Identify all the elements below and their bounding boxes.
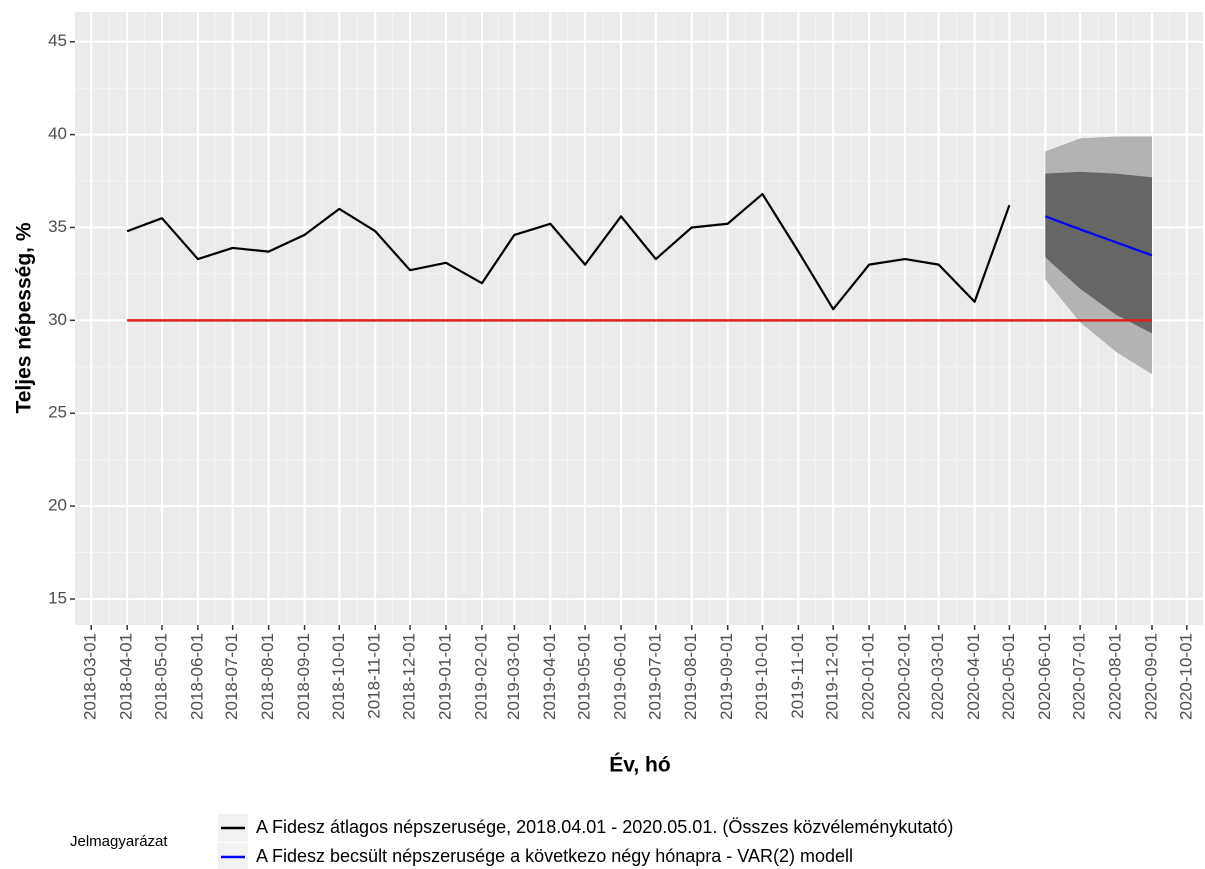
x-tick-label: 2019-04-01 [540,633,559,720]
y-tick-label: 30 [48,310,67,329]
x-tick-label: 2019-08-01 [681,633,700,720]
x-tick-label: 2019-11-01 [788,633,807,719]
x-tick-label: 2020-06-01 [1035,633,1054,720]
x-tick-label: 2019-09-01 [717,633,736,720]
x-tick-label: 2018-08-01 [258,633,277,720]
x-tick-label: 2019-07-01 [645,633,664,720]
y-tick-label: 25 [48,403,67,422]
x-tick-label: 2018-04-01 [117,633,136,720]
legend-label: A Fidesz becsült népszerusége a következ… [256,846,853,866]
y-tick-label: 15 [48,588,67,607]
x-tick-label: 2020-01-01 [859,633,878,720]
x-tick-label: 2018-07-01 [222,633,241,720]
x-tick-label: 2019-03-01 [504,633,523,720]
y-tick-label: 45 [48,31,67,50]
x-tick-label: 2019-12-01 [823,633,842,720]
x-tick-label: 2020-08-01 [1106,633,1125,720]
x-tick-label: 2018-06-01 [187,633,206,720]
x-tick-label: 2020-05-01 [999,633,1018,720]
confidence-band [1045,171,1152,334]
x-tick-label: 2019-10-01 [752,633,771,720]
series-line [1044,215,1153,257]
x-tick-label: 2019-05-01 [575,633,594,720]
x-tick-label: 2018-09-01 [294,633,313,720]
x-tick-label: 2019-01-01 [435,633,454,720]
x-tick-label: 2018-03-01 [81,633,100,720]
y-tick-label: 35 [48,217,67,236]
legend-title: Jelmagyarázat [70,833,168,850]
x-tick-label: 2020-07-01 [1070,633,1089,720]
x-tick-label: 2019-02-01 [471,633,490,720]
x-tick-label: 2018-10-01 [329,633,348,720]
y-tick-label: 40 [48,124,67,143]
x-tick-label: 2020-10-01 [1176,633,1195,720]
panel [75,12,1203,625]
series-line [126,192,1011,311]
x-tick-label: 2018-05-01 [151,633,170,720]
x-tick-label: 2020-02-01 [895,633,914,720]
y-axis-title: Teljes népesség, % [13,222,36,413]
x-tick-label: 2018-11-01 [365,633,384,719]
x-tick-label: 2020-03-01 [928,633,947,720]
x-tick-label: 2019-06-01 [611,633,630,720]
legend-label: A Fidesz átlagos népszerusége, 2018.04.0… [256,817,953,837]
y-tick-label: 20 [48,496,67,515]
x-axis-title: Év, hó [609,754,670,777]
x-tick-label: 2020-09-01 [1141,633,1160,720]
x-tick-label: 2020-04-01 [964,633,983,720]
x-tick-label: 2018-12-01 [400,633,419,720]
